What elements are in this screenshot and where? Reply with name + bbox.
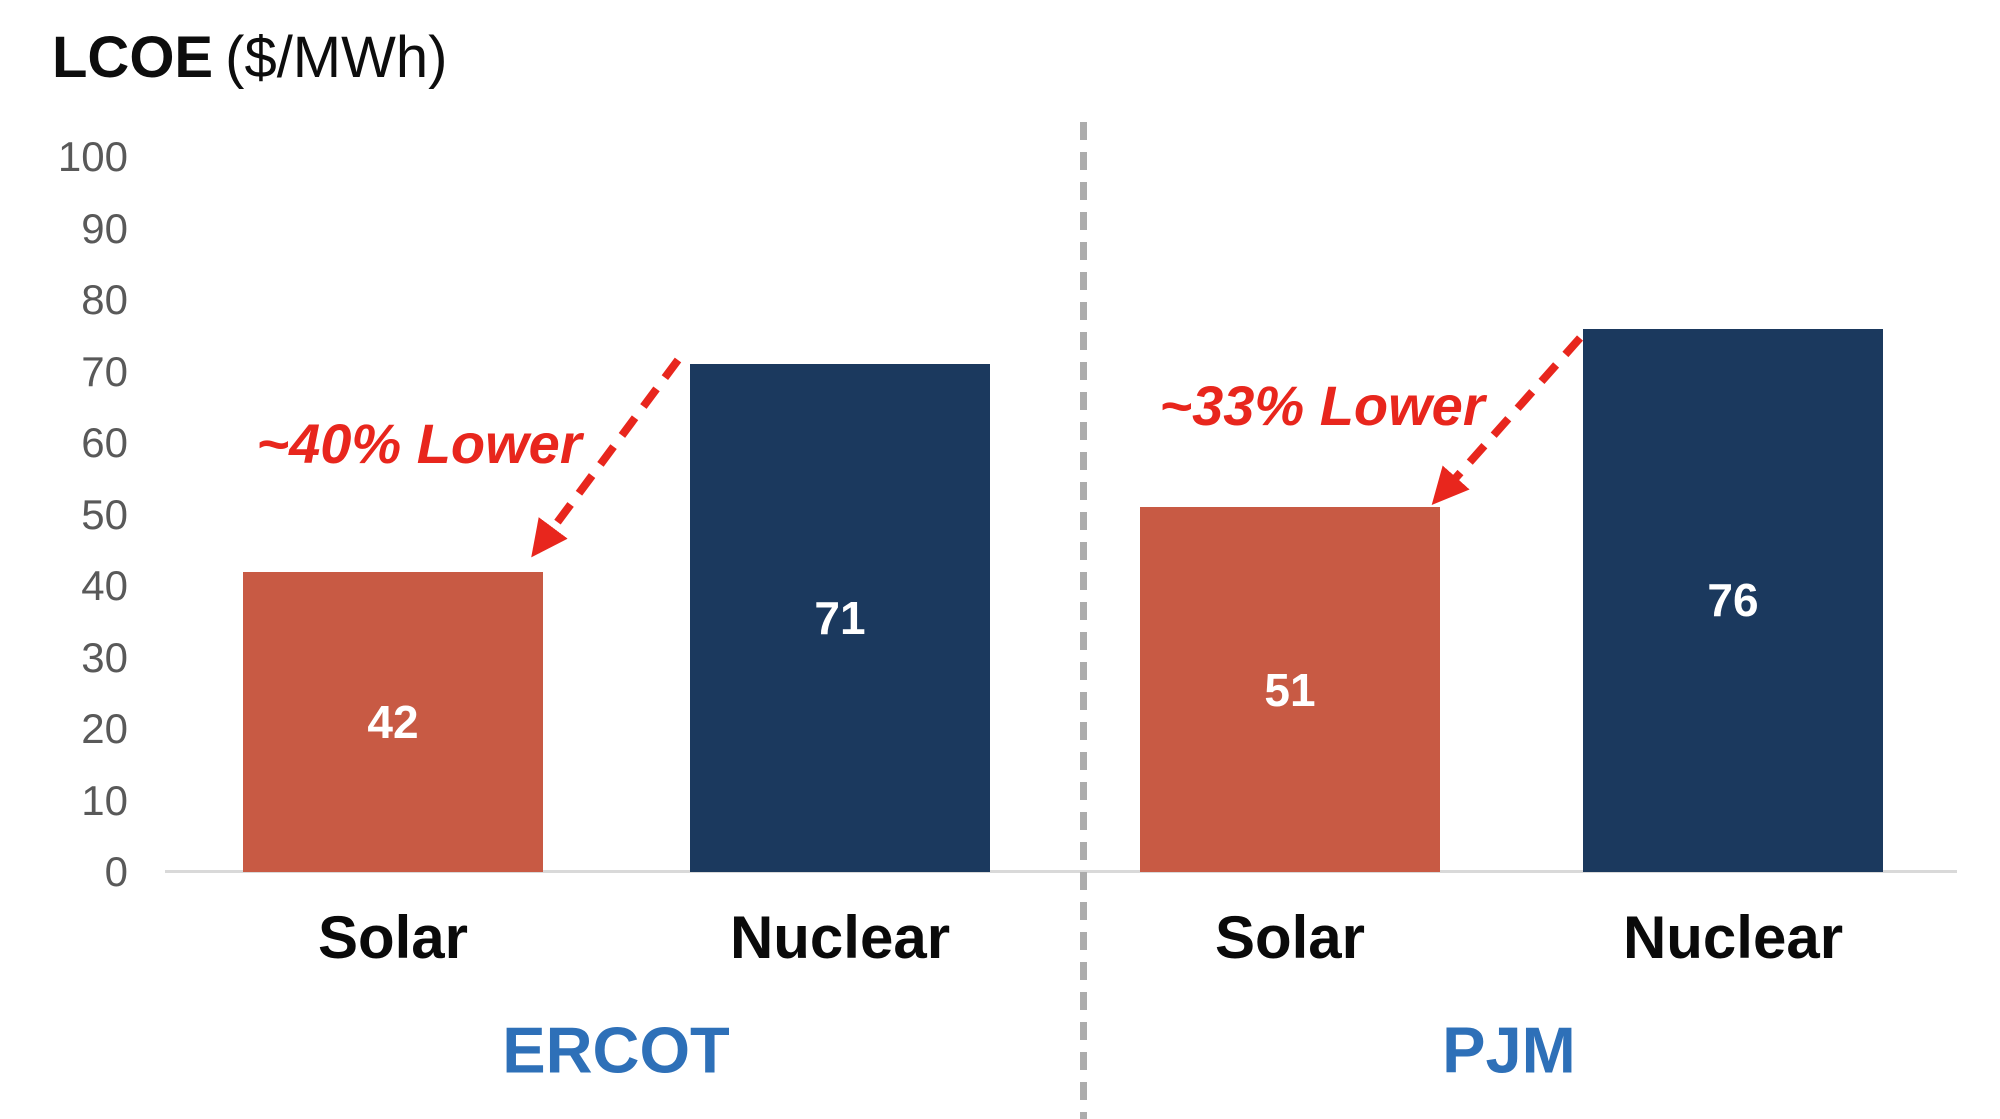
annotation-ercot-percent-lower: ~40% Lower [256,412,582,475]
category-label-ercot-nuclear: Nuclear [729,904,951,971]
y-axis-tick-10: 10 [81,776,128,824]
category-label-pjm-solar: Solar [1214,904,1366,971]
y-axis-tick-70: 70 [81,347,128,395]
annotation-pjm-percent-lower: ~33% Lower [1159,374,1485,437]
bar-value-label: 76 [1707,574,1759,627]
bar-ercot-nuclear: 71 [690,364,990,872]
bar-value-label: 42 [367,695,419,748]
region-label-pjm: PJM [1442,1013,1576,1087]
bar-ercot-solar: 42 [243,571,543,872]
y-axis-tick-30: 30 [81,633,128,681]
bar-pjm-solar: 51 [1140,507,1440,872]
region-divider-dashed-line [1080,122,1087,1119]
chart-title: LCOE ($/MWh) [52,24,447,91]
bar-value-label: 51 [1264,663,1316,716]
chart-title-metric: LCOE [52,25,214,90]
y-axis-tick-80: 80 [81,276,128,323]
category-label-pjm-nuclear: Nuclear [1622,904,1844,971]
y-axis-tick-100: 100 [57,133,128,180]
y-axis-tick-90: 90 [81,204,128,252]
x-axis-line [165,870,1957,873]
bar-pjm-nuclear: 76 [1583,328,1883,872]
y-axis-tick-60: 60 [81,419,128,466]
y-axis-tick-0: 0 [104,848,128,895]
category-label-ercot-solar: Solar [317,904,469,971]
y-axis-tick-40: 40 [81,562,128,609]
region-label-ercot: ERCOT [502,1013,730,1087]
bar-value-label: 71 [814,592,866,645]
y-axis-tick-20: 20 [81,705,128,752]
y-axis-tick-50: 50 [81,490,128,538]
chart-title-unit: ($/MWh) [225,25,448,90]
